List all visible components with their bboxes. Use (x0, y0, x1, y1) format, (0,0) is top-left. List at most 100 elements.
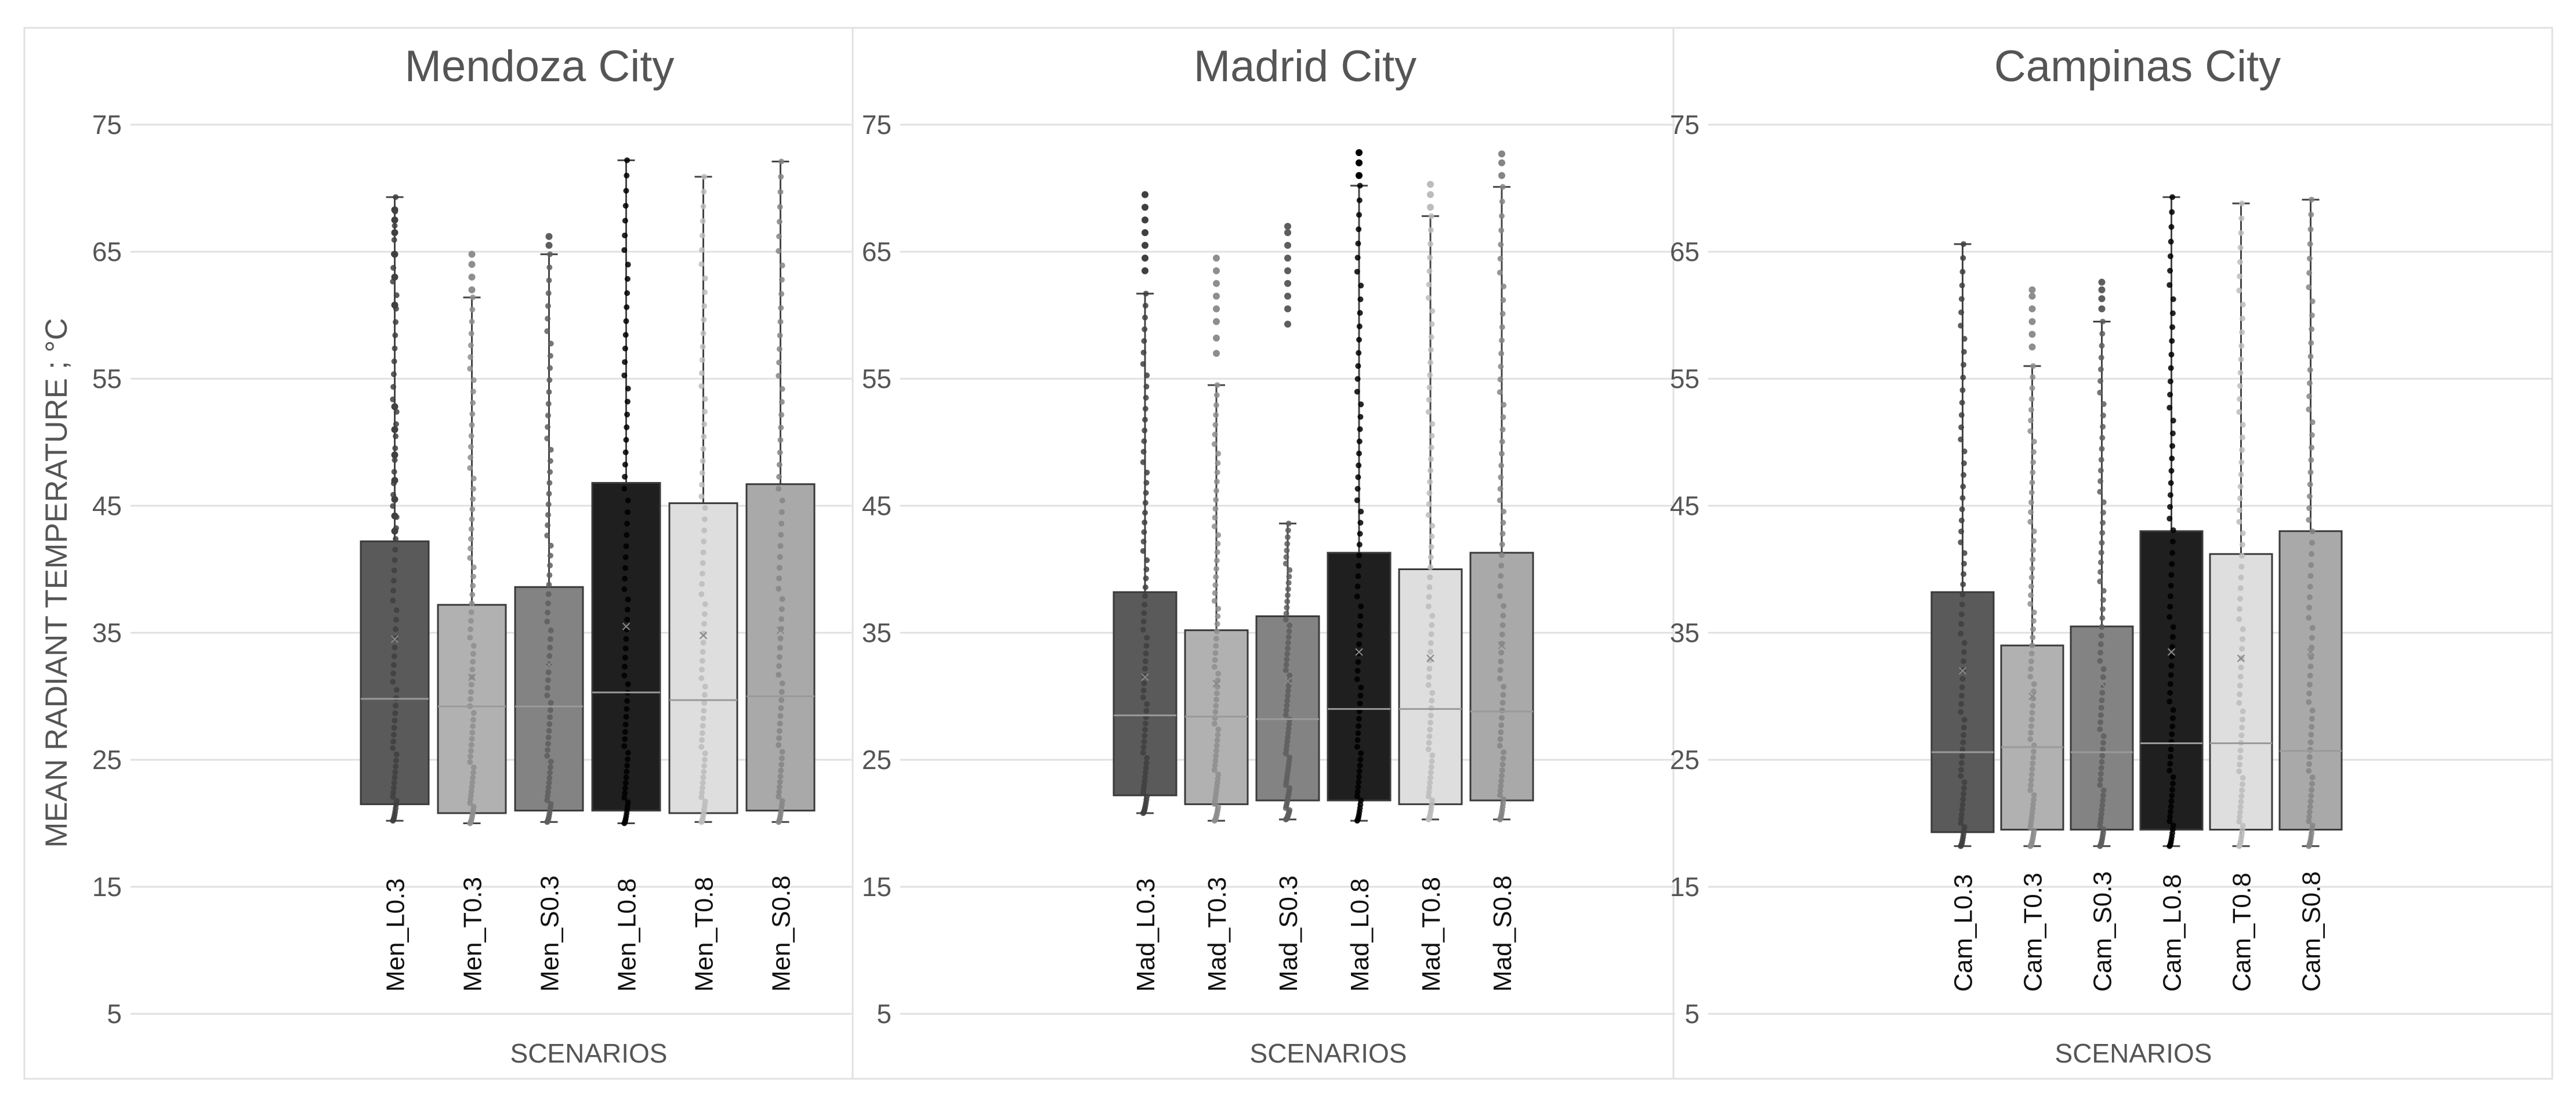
data-point (1213, 702, 1219, 709)
data-point (1501, 283, 1507, 289)
data-point (547, 552, 553, 559)
data-point (2028, 396, 2035, 402)
data-point (1142, 733, 1148, 739)
data-point (2237, 747, 2244, 753)
data-point (625, 385, 631, 391)
data-point (1425, 603, 1432, 610)
data-point (2166, 404, 2173, 411)
data-point (776, 360, 782, 366)
data-point (469, 784, 475, 790)
data-point (546, 572, 553, 578)
data-point (1499, 622, 1506, 628)
data-point (1357, 756, 1364, 763)
data-point (779, 386, 785, 392)
data-point (779, 262, 785, 269)
data-point (1141, 610, 1147, 617)
data-point (1354, 497, 1360, 503)
data-point (546, 653, 553, 659)
data-point (776, 233, 782, 240)
outlier-point (1142, 254, 1148, 262)
outlier-point (1213, 292, 1220, 300)
data-point (1140, 349, 1147, 356)
outlier-point (545, 233, 553, 240)
data-point (2307, 367, 2313, 373)
data-point (702, 396, 708, 402)
data-point (2237, 483, 2244, 490)
data-point (1142, 658, 1148, 665)
data-point (2099, 690, 2106, 696)
data-point (1499, 324, 1505, 330)
data-point (1498, 778, 1505, 784)
data-point (2309, 786, 2315, 793)
data-point (2100, 739, 2106, 746)
data-point (624, 411, 631, 418)
data-point (2306, 690, 2313, 697)
data-point (2168, 365, 2174, 371)
data-point (547, 469, 553, 475)
data-point (1357, 183, 1363, 189)
data-point (1282, 617, 1289, 623)
data-point (1283, 610, 1289, 617)
data-point (1498, 227, 1505, 234)
data-point (622, 654, 628, 661)
data-point (547, 353, 553, 359)
data-point (2307, 226, 2314, 233)
data-point (545, 522, 551, 528)
data-point (1428, 213, 1434, 219)
y-tick-label: 75 (862, 110, 892, 140)
data-point (1284, 702, 1290, 709)
data-point (623, 187, 629, 194)
data-point (2030, 806, 2036, 812)
data-point (1142, 720, 1148, 727)
data-point (2309, 298, 2316, 304)
outlier-point (391, 273, 398, 281)
data-point (2238, 343, 2245, 349)
data-point (2027, 736, 2034, 742)
data-point (1212, 422, 1219, 428)
data-point (2306, 594, 2313, 600)
data-point (1429, 758, 1435, 764)
data-point (391, 653, 397, 659)
data-point (2030, 469, 2036, 476)
data-point (468, 444, 474, 450)
data-point (1959, 802, 1966, 808)
data-point (1428, 712, 1434, 719)
data-point (548, 699, 554, 706)
data-point (700, 218, 706, 224)
data-point (1140, 448, 1147, 455)
data-point (2170, 624, 2176, 630)
data-point (1356, 774, 1362, 780)
data-point (1213, 412, 1219, 418)
data-point (777, 332, 783, 339)
data-point (624, 398, 631, 405)
data-point (1497, 667, 1503, 673)
x-tick-label: Men_T0.8 (690, 877, 719, 992)
data-point (2239, 716, 2245, 723)
data-point (2309, 822, 2316, 829)
data-point (2309, 716, 2315, 722)
data-point (1497, 788, 1503, 794)
data-point (1356, 450, 1362, 456)
data-point (1498, 474, 1504, 480)
y-tick-label: 35 (92, 618, 122, 648)
data-point (2099, 807, 2105, 813)
data-point (1286, 721, 1292, 727)
data-point (2099, 331, 2106, 337)
data-point (546, 728, 552, 734)
data-point (1142, 584, 1148, 590)
data-point (546, 491, 552, 497)
data-point (2170, 774, 2176, 780)
data-point (624, 275, 631, 282)
data-point (698, 493, 705, 499)
outlier-point (1284, 292, 1291, 300)
data-point (1143, 760, 1150, 766)
data-point (1214, 737, 1220, 744)
data-point (393, 757, 399, 764)
data-point (1958, 621, 1965, 627)
data-point (2097, 389, 2103, 396)
data-point (2308, 340, 2314, 346)
data-point (1213, 478, 1220, 485)
data-point (779, 596, 785, 602)
data-point (1429, 420, 1436, 427)
data-point (548, 340, 554, 347)
